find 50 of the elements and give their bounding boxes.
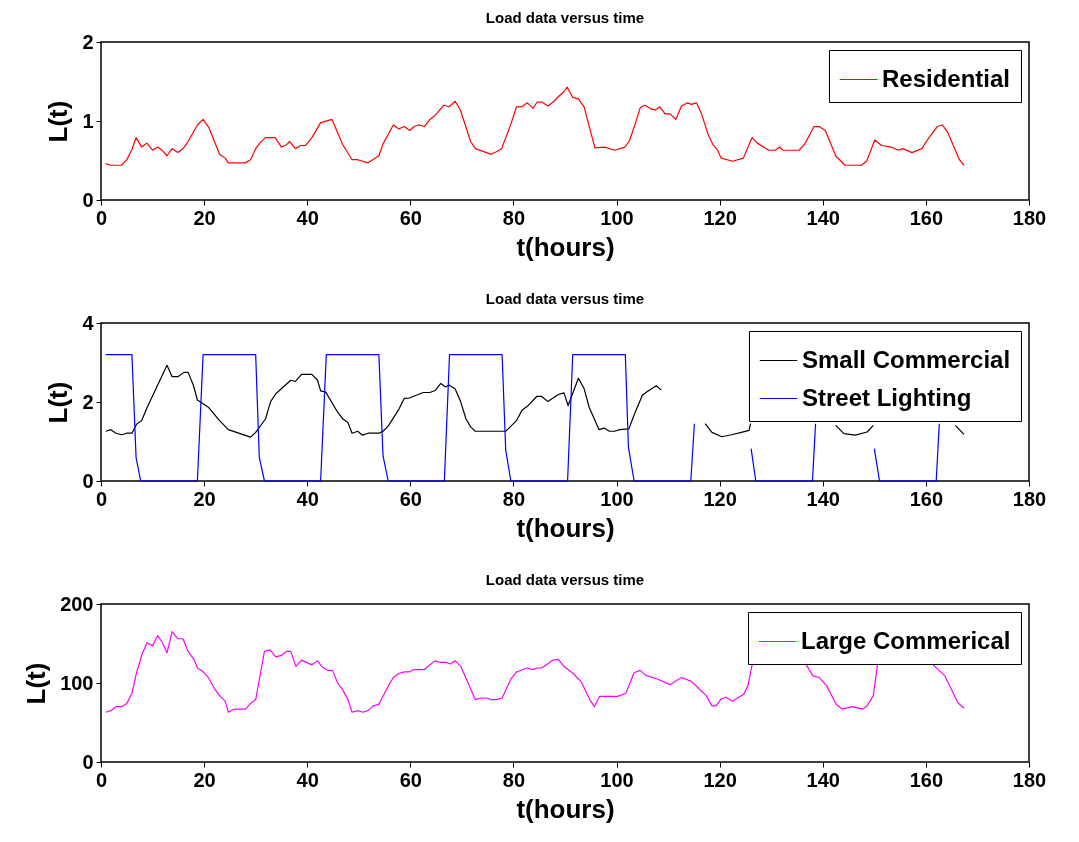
- y-tick-label: 4: [82, 311, 95, 334]
- x-tick-label: 100: [600, 487, 634, 510]
- y-tick-label: 0: [82, 469, 94, 492]
- x-tick-label: 120: [703, 487, 737, 510]
- chart-title: Load data versus time: [485, 571, 645, 588]
- y-axis-title: L(t): [21, 662, 52, 705]
- x-tick-label: 140: [806, 206, 840, 229]
- x-tick-label: 120: [703, 768, 737, 791]
- legend-label: Small Commercial: [802, 345, 1011, 373]
- x-tick-label: 100: [600, 768, 634, 791]
- x-tick-label: 60: [399, 768, 422, 791]
- x-tick-label: 60: [399, 487, 422, 510]
- x-tick-label: 160: [909, 487, 944, 510]
- x-tick-label: 80: [502, 206, 526, 229]
- y-tick-label: 200: [60, 592, 94, 615]
- y-tick-label: 2: [82, 30, 94, 53]
- y-tick-label: 0: [82, 188, 94, 211]
- line-series: [105, 86, 965, 166]
- legend-label: Residential: [882, 64, 1011, 92]
- x-tick-label: 120: [703, 206, 737, 229]
- x-tick-label: 100: [600, 206, 634, 229]
- x-tick-label: 80: [502, 768, 526, 791]
- y-axis-title: L(t): [43, 100, 74, 143]
- x-axis-title: t(hours): [516, 793, 615, 824]
- y-axis-title: L(t): [43, 381, 74, 424]
- x-tick-label: 180: [1012, 768, 1047, 791]
- x-tick-label: 140: [806, 487, 840, 510]
- x-axis-title: t(hours): [516, 231, 615, 262]
- x-tick-label: 60: [399, 206, 422, 229]
- x-axis-title: t(hours): [516, 512, 615, 543]
- x-tick-label: 140: [806, 768, 840, 791]
- x-tick-label: 40: [296, 487, 319, 510]
- x-tick-label: 20: [193, 487, 216, 510]
- x-tick-label: 20: [193, 768, 216, 791]
- legend-label: Large Commerical: [801, 626, 1011, 654]
- x-tick-label: 160: [909, 206, 944, 229]
- y-tick-label: 1: [82, 109, 94, 132]
- y-tick-label: 0: [82, 750, 94, 773]
- x-tick-label: 180: [1012, 206, 1047, 229]
- legend-label: Street Lighting: [802, 383, 972, 411]
- y-tick-label: 2: [82, 390, 94, 413]
- chart-title: Load data versus time: [485, 290, 645, 307]
- x-tick-label: 20: [193, 206, 216, 229]
- chart-title: Load data versus time: [485, 9, 645, 26]
- x-tick-label: 180: [1012, 487, 1047, 510]
- y-tick-label: 100: [60, 671, 94, 694]
- x-tick-label: 160: [909, 768, 944, 791]
- x-tick-label: 40: [296, 206, 319, 229]
- x-tick-label: 40: [296, 768, 319, 791]
- x-tick-label: 80: [502, 487, 526, 510]
